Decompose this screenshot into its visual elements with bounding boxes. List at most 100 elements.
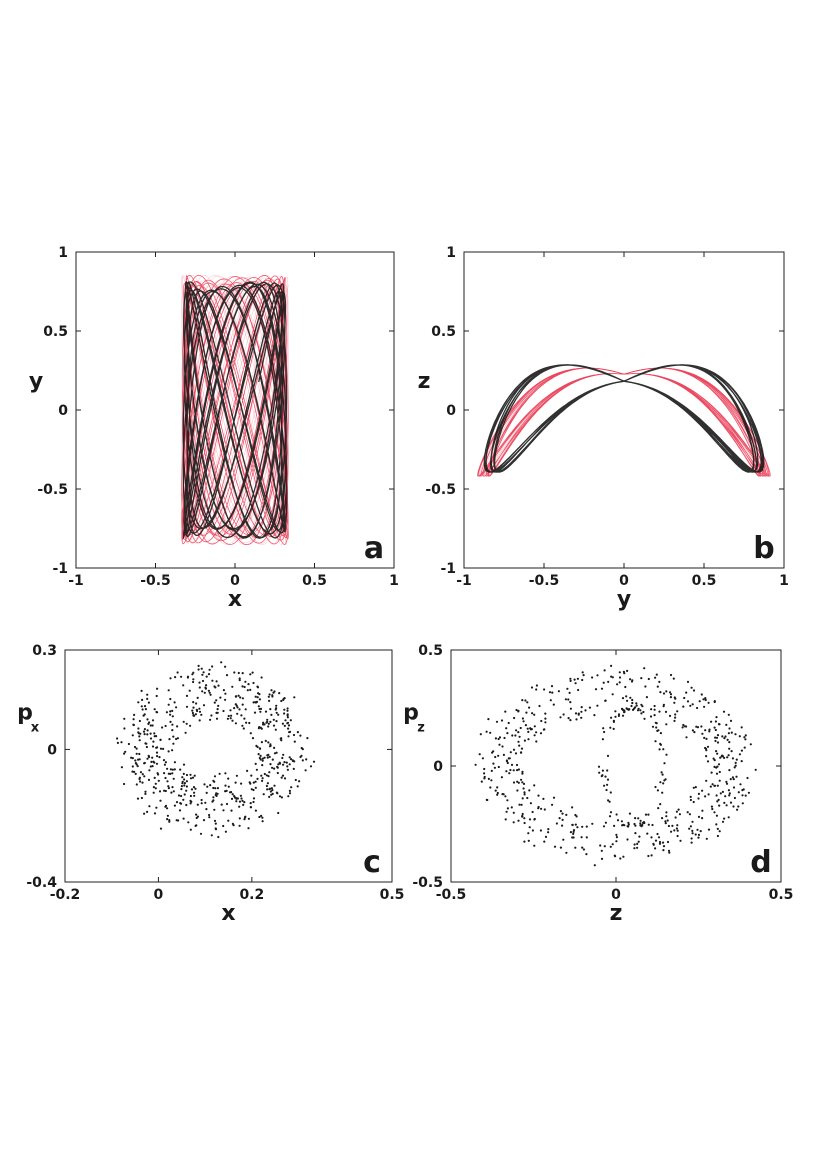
point — [697, 815, 701, 819]
point — [180, 794, 183, 798]
trajectory-black-b — [483, 364, 765, 473]
point — [599, 844, 602, 847]
point — [176, 737, 179, 740]
point — [522, 720, 525, 723]
point — [691, 703, 694, 706]
point — [620, 707, 624, 711]
point — [266, 782, 269, 785]
point — [697, 833, 701, 837]
point — [280, 796, 283, 799]
point — [718, 804, 721, 807]
point — [569, 701, 572, 704]
point — [137, 731, 140, 734]
yaxis-label-subscript: x — [31, 721, 40, 736]
point — [591, 676, 594, 679]
point — [657, 729, 660, 732]
point — [705, 755, 708, 758]
point — [725, 723, 728, 727]
point — [286, 707, 289, 710]
point — [504, 710, 507, 713]
point — [176, 671, 179, 674]
point — [727, 713, 730, 716]
point — [689, 798, 693, 802]
point — [524, 724, 528, 727]
point — [173, 701, 176, 704]
point — [169, 677, 172, 680]
point — [505, 770, 508, 773]
point — [731, 776, 735, 779]
point — [142, 730, 146, 733]
point — [196, 803, 199, 806]
point — [144, 708, 147, 711]
point — [238, 677, 241, 680]
point — [196, 709, 199, 713]
point — [193, 794, 196, 797]
point — [287, 727, 290, 730]
point — [732, 805, 735, 808]
point — [525, 711, 528, 714]
point — [598, 771, 601, 774]
point — [520, 778, 523, 781]
ytick-label: 0 — [58, 403, 68, 419]
point — [252, 797, 256, 800]
point — [526, 701, 529, 704]
point — [607, 799, 610, 802]
point — [691, 829, 694, 833]
point — [207, 673, 211, 676]
point — [143, 762, 146, 765]
point — [151, 719, 155, 722]
point — [481, 757, 484, 760]
point — [208, 691, 211, 694]
point — [165, 711, 168, 714]
point — [610, 675, 613, 678]
ytick-label: -1 — [52, 561, 68, 577]
point — [169, 697, 172, 701]
ytick-label: 0 — [47, 742, 57, 758]
point — [261, 757, 264, 760]
point — [665, 753, 668, 756]
point — [175, 706, 178, 709]
point — [706, 745, 710, 748]
point — [637, 840, 640, 843]
point — [249, 802, 252, 805]
point — [288, 756, 291, 759]
point — [200, 802, 203, 805]
point — [623, 672, 626, 675]
point — [725, 780, 728, 784]
point — [704, 729, 707, 732]
point — [261, 777, 264, 780]
point — [143, 705, 147, 708]
point — [266, 718, 269, 721]
point — [722, 710, 726, 713]
point — [196, 696, 199, 700]
point — [171, 768, 174, 771]
point — [186, 676, 189, 679]
point — [217, 704, 220, 708]
point — [631, 698, 634, 702]
point — [568, 691, 571, 695]
point — [242, 803, 245, 807]
point — [635, 702, 638, 705]
point — [248, 781, 251, 784]
point — [527, 738, 530, 741]
xtick-label: 0.5 — [769, 887, 794, 903]
point — [189, 794, 192, 798]
point — [154, 787, 157, 790]
point — [515, 729, 518, 732]
point — [746, 776, 749, 780]
point — [704, 698, 707, 702]
point — [271, 694, 274, 697]
point — [575, 815, 578, 818]
point — [656, 832, 659, 836]
point — [713, 726, 716, 729]
point — [609, 791, 612, 794]
point — [702, 698, 705, 701]
point — [547, 831, 550, 834]
points-c — [116, 661, 316, 839]
point — [633, 843, 636, 846]
point — [521, 814, 524, 818]
point — [696, 706, 699, 710]
point — [155, 762, 159, 765]
point — [249, 732, 252, 735]
point — [667, 824, 671, 828]
